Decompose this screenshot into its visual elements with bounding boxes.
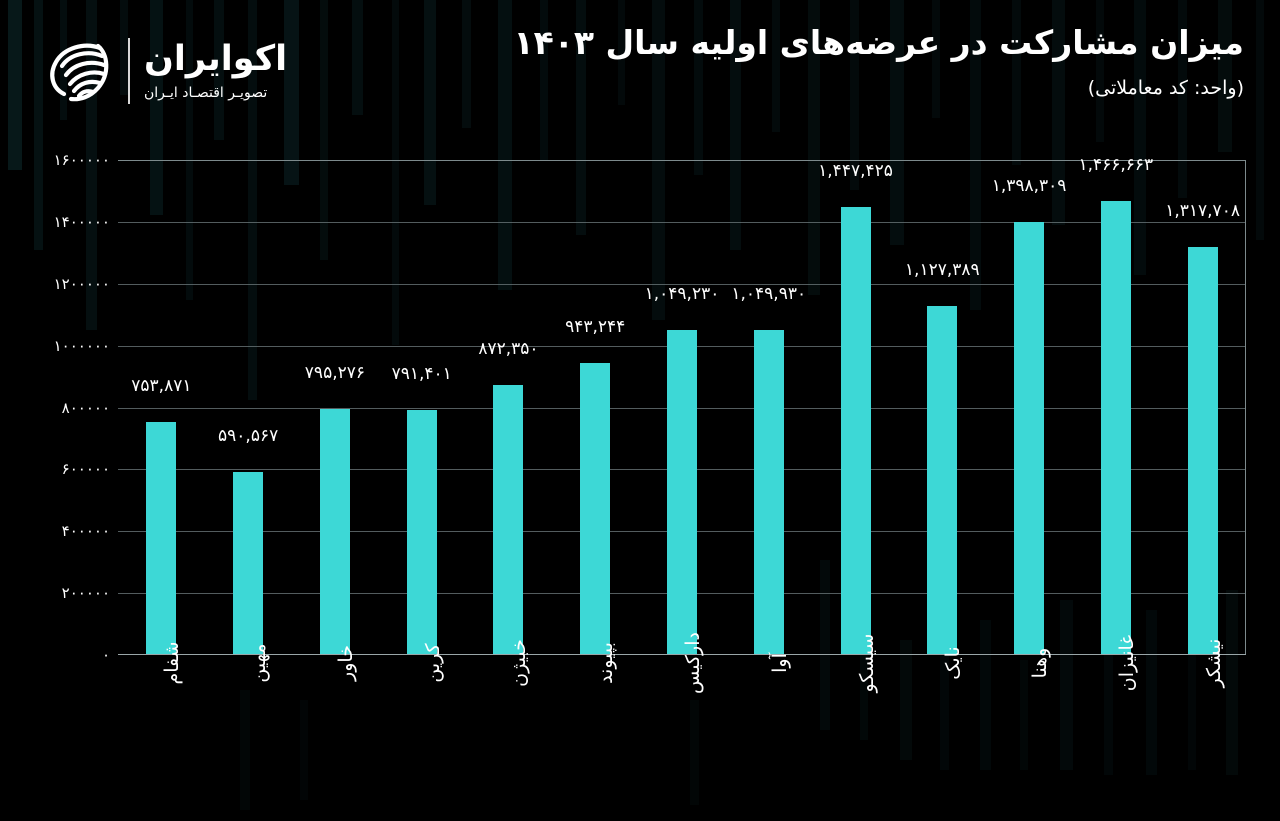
- plot-area: ۷۵۳,۸۷۱ ۵۹۰,۵۶۷ ۷۹۵,۲۷۶ ۷۹۱,۴۰۱ ۸۷۲,۳۵۰ ۹۴۳,۲…: [118, 155, 1246, 655]
- y-axis-tick-label: ۶۰۰۰۰۰: [61, 460, 110, 479]
- y-axis: ۰ ۲۰۰۰۰۰ ۴۰۰۰۰۰ ۶۰۰۰۰۰ ۸۰۰۰۰۰ ۱۰۰۰۰۰۰ ۱۲۰۰۰۰۰ ۱…: [0, 151, 118, 664]
- bar-value-label: ۹۴۳,۲۴۴: [565, 317, 626, 338]
- bar[interactable]: [1187, 247, 1218, 655]
- bar-value-label: ۱,۰۴۹,۹۳۰: [731, 284, 807, 305]
- x-axis-label-slot: غانیزان: [1072, 635, 1159, 767]
- y-axis-tick-label: ۸۰۰۰۰۰: [61, 398, 110, 417]
- bar-slot: ۷۹۵,۲۷۶: [292, 160, 379, 655]
- bar-slot: ۸۷۲,۳۵۰: [465, 160, 552, 655]
- bar-value-label: ۱,۳۹۸,۳۰۹: [991, 176, 1067, 197]
- y-axis-tick-label: ۱۶۰۰۰۰۰: [53, 151, 110, 169]
- bar-value-label: ۱,۱۲۷,۳۸۹: [904, 260, 980, 281]
- bar[interactable]: [1100, 201, 1131, 655]
- x-axis-tick-label: دارکیس: [681, 632, 704, 694]
- bar[interactable]: [840, 207, 871, 655]
- brand-logo: اکوایران تصویـر اقتصـاد ایـران: [40, 26, 370, 116]
- bar-slot: ۱,۳۱۷,۷۰۸: [1159, 160, 1246, 655]
- chart-unit-subtitle: (واحد: کد معاملاتی): [1087, 77, 1244, 100]
- x-axis-label-slot: مهین: [205, 643, 292, 767]
- x-axis-label-slot: سیسکو: [812, 634, 899, 767]
- bar[interactable]: [927, 306, 958, 655]
- x-axis-baseline: [118, 654, 1246, 655]
- x-axis-tick-label: نایک: [942, 646, 965, 680]
- chart-header: اکوایران تصویـر اقتصـاد ایـران میزان مشا…: [0, 0, 1280, 150]
- x-axis-tick-label: غانیزان: [1115, 634, 1138, 692]
- bar-value-label: ۷۹۱,۴۰۱: [391, 364, 452, 385]
- bar-value-label: ۵۹۰,۵۶۷: [218, 426, 279, 447]
- bar[interactable]: [406, 410, 437, 655]
- x-axis-tick-label: وهنا: [1029, 647, 1052, 679]
- bar-series: ۷۵۳,۸۷۱ ۵۹۰,۵۶۷ ۷۹۵,۲۷۶ ۷۹۱,۴۰۱ ۸۷۲,۳۵۰ ۹۴۳,۲…: [118, 155, 1246, 655]
- bar[interactable]: [493, 385, 524, 655]
- x-axis-label-slot: نیشکر: [1159, 639, 1246, 767]
- bar-value-label: ۱,۴۴۷,۴۲۵: [818, 161, 893, 182]
- y-axis-tick-label: ۱۴۰۰۰۰۰: [53, 212, 110, 231]
- bar[interactable]: [753, 330, 784, 655]
- x-axis-tick-label: نیشکر: [1202, 638, 1225, 688]
- x-axis-label-slot: دارکیس: [639, 632, 726, 767]
- brand-tagline: تصویـر اقتصـاد ایـران: [144, 85, 268, 101]
- bar-slot: ۷۹۱,۴۰۱: [378, 160, 465, 655]
- bar-slot: ۱,۰۴۹,۹۳۰: [725, 160, 812, 655]
- x-axis-tick-label: آوا: [768, 653, 791, 673]
- x-axis-tick-label: کرین: [421, 643, 444, 683]
- bar-slot: ۱,۴۶۶,۶۶۳: [1072, 155, 1159, 655]
- bar-value-label: ۷۹۵,۲۷۶: [304, 362, 366, 383]
- x-axis-label-slot: بپیوند: [552, 642, 639, 767]
- bar-value-label: ۸۷۲,۳۵۰: [478, 339, 539, 360]
- bar-value-label: ۱,۳۱۷,۷۰۸: [1165, 201, 1240, 222]
- x-axis-label-slot: خبیژن: [465, 639, 552, 767]
- y-axis-tick-label: ۰: [101, 646, 110, 664]
- x-axis-label-slot: وهنا: [986, 648, 1073, 767]
- x-axis-tick-label: شفام: [161, 641, 184, 685]
- bar-slot: ۱,۰۴۹,۲۳۰: [639, 160, 726, 655]
- bar-slot: ۱,۴۴۷,۴۲۵: [812, 160, 899, 655]
- x-axis-tick-label: خبیژن: [508, 639, 531, 687]
- brand-text: اکوایران تصویـر اقتصـاد ایـران: [144, 39, 288, 101]
- page-title: میزان مشارکت در عرضه‌های اولیه سال ۱۴۰۳: [513, 23, 1244, 62]
- plot-frame: [118, 160, 1246, 655]
- x-axis-labels: شفام مهین خاور کرین خبیژن بپیوند دارکیس آوا سیسک…: [118, 632, 1246, 767]
- bar[interactable]: [233, 472, 264, 655]
- bar-value-label: ۱,۴۶۶,۶۶۳: [1078, 155, 1154, 176]
- eco-iran-globe-logo-icon: [40, 34, 114, 108]
- x-axis-tick-label: خاور: [334, 645, 357, 681]
- x-axis-label-slot: کرین: [378, 643, 465, 767]
- y-axis-tick-label: ۱۰۰۰۰۰۰: [53, 336, 110, 355]
- bar[interactable]: [1014, 222, 1045, 655]
- y-axis-tick-label: ۱۲۰۰۰۰۰: [53, 274, 110, 293]
- y-axis-tick-label: ۲۰۰۰۰۰: [61, 584, 110, 603]
- bar-value-label: ۱,۰۴۹,۲۳۰: [644, 284, 720, 305]
- bar[interactable]: [580, 363, 611, 655]
- bar-slot: ۱,۳۹۸,۳۰۹: [986, 160, 1073, 655]
- bar-slot: ۱,۱۲۷,۳۸۹: [899, 160, 986, 655]
- x-axis-tick-label: سیسکو: [855, 633, 878, 693]
- bar[interactable]: [666, 330, 697, 655]
- brand-name: اکوایران: [144, 39, 288, 79]
- gridline: [118, 283, 1246, 285]
- x-axis-tick-label: بپیوند: [595, 642, 618, 684]
- x-axis-label-slot: شفام: [118, 641, 205, 767]
- bar[interactable]: [319, 408, 350, 655]
- bar-slot: ۵۹۰,۵۶۷: [205, 160, 292, 655]
- x-axis-label-slot: نایک: [899, 646, 986, 767]
- gridline: [118, 221, 1246, 223]
- x-axis-tick-label: مهین: [248, 643, 271, 683]
- y-axis-tick-label: ۴۰۰۰۰۰: [61, 522, 110, 541]
- x-axis-label-slot: آوا: [725, 653, 812, 767]
- bar[interactable]: [146, 421, 177, 655]
- bar-slot: ۷۵۳,۸۷۱: [118, 160, 205, 655]
- bar-value-label: ۷۵۳,۸۷۱: [131, 375, 192, 396]
- bar-slot: ۹۴۳,۲۴۴: [552, 160, 639, 655]
- brand-divider: [128, 38, 130, 104]
- x-axis-label-slot: خاور: [292, 645, 379, 767]
- title-block: میزان مشارکت در عرضه‌های اولیه سال ۱۴۰۳ …: [513, 22, 1244, 99]
